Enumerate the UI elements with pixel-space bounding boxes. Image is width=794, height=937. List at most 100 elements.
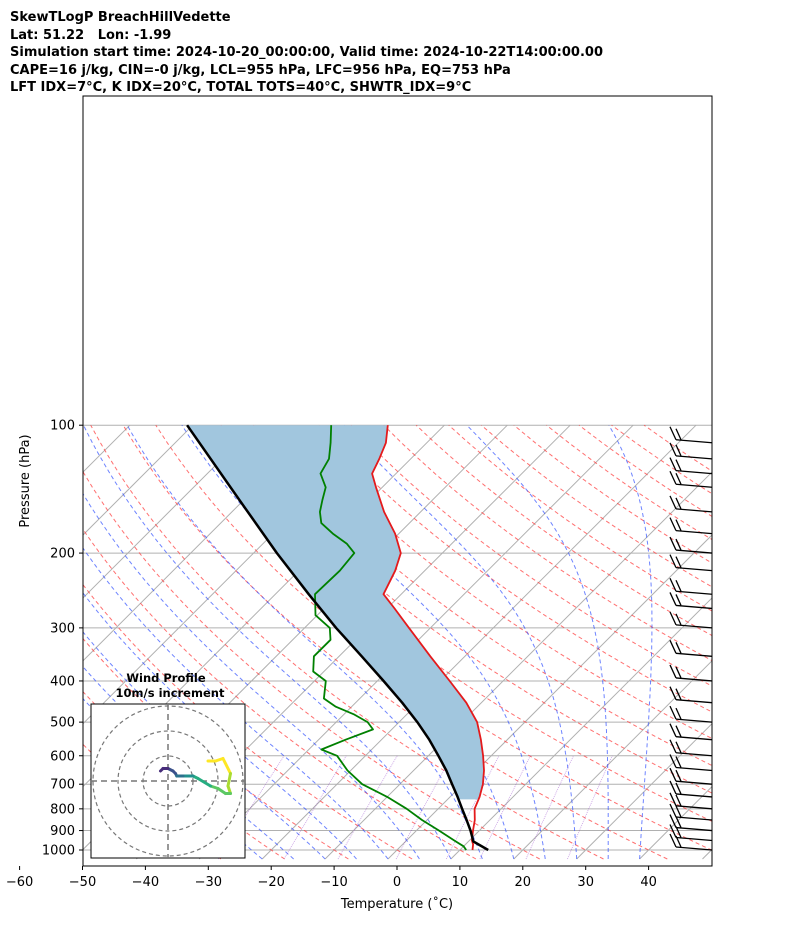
wind-barb [669, 833, 713, 851]
moist-adiabat [466, 424, 609, 860]
y-tick-label: 800 [50, 802, 75, 817]
y-tick-label: 300 [50, 621, 75, 636]
dry-adiabat [220, 424, 712, 794]
moist-adiabat [83, 492, 420, 860]
x-tick-label: −40 [132, 875, 159, 890]
moist-adiabat [83, 547, 389, 860]
mixing-ratio-line [479, 755, 531, 860]
title-station: SkewTLogP BreachHillVedette [10, 10, 231, 25]
title-times: Simulation start time: 2024-10-20_00:00:… [10, 45, 603, 61]
wind-barb [669, 739, 713, 757]
wind-barb [669, 577, 713, 595]
dry-adiabat [83, 470, 540, 860]
isotherm-line [261, 424, 697, 860]
dry-adiabat [578, 424, 712, 518]
dry-adiabat [383, 424, 712, 662]
y-tick-label: 400 [50, 674, 75, 689]
y-tick-label: 500 [50, 716, 75, 731]
temperature-line [371, 425, 485, 851]
wind-barb [669, 803, 713, 821]
title-indices: LFT IDX=7°C, K IDX=20°C, TOTAL TOTS=40°C… [10, 80, 472, 96]
dry-adiabat [448, 424, 712, 612]
wind-barb [669, 792, 713, 810]
wind-barb [669, 640, 713, 657]
isotherm-line [639, 785, 712, 860]
y-tick-label: 100 [50, 419, 75, 434]
isotherm-line [83, 424, 257, 599]
wind-barb [669, 426, 713, 444]
moist-adiabat [83, 592, 357, 860]
x-tick-label: 0 [393, 875, 401, 890]
wind-barb [669, 664, 713, 682]
x-tick-label: 10 [452, 875, 469, 890]
wind-barb [669, 517, 713, 535]
wind-barb [669, 686, 713, 704]
cape-area [187, 425, 484, 800]
x-tick-label: −60 [6, 875, 33, 890]
dry-adiabat [285, 424, 712, 740]
parcel-line [186, 424, 489, 852]
x-tick-label: −30 [195, 875, 222, 890]
dry-adiabat [155, 424, 712, 851]
y-axis-label: Pressure (hPa) [18, 434, 33, 527]
x-tick-label: 20 [515, 875, 532, 890]
mixing-ratio-line [525, 755, 574, 860]
hodograph-segment [196, 777, 212, 788]
wind-barb [669, 754, 713, 772]
x-axis-label: Temperature (˚C) [340, 896, 453, 912]
y-tick-label: 900 [50, 824, 75, 839]
isotherm-line [0, 425, 4, 859]
hodograph-subtitle: 10m/s increment [116, 686, 225, 700]
y-axis: 1000 900 800 700 600 500 400 300 200 100 [42, 419, 83, 859]
moist-adiabat [343, 424, 578, 860]
hodograph-title: Wind Profile [126, 671, 206, 685]
wind-barb [669, 554, 713, 572]
title-latlon: Lat: 51.22 Lon: -1.99 [10, 27, 172, 43]
wind-barb [669, 495, 713, 513]
dry-adiabat [253, 424, 712, 767]
wind-barb [669, 592, 713, 610]
x-tick-label: −20 [257, 875, 284, 890]
hodograph-segment [221, 757, 232, 775]
title-cape: CAPE=16 j/kg, CIN=-0 j/kg, LCL=955 hPa, … [10, 62, 511, 78]
wind-barb [669, 767, 713, 785]
profile-lines [186, 424, 489, 852]
isotherm-line [387, 534, 712, 860]
isotherm-line [513, 660, 712, 860]
wind-barb [669, 442, 713, 460]
wind-barb [669, 814, 713, 832]
x-tick-label: 30 [577, 875, 594, 890]
hodograph-ring [117, 730, 219, 832]
wind-barbs [669, 426, 713, 851]
wind-barb [669, 457, 713, 475]
isotherm-line [83, 424, 194, 536]
hodograph-segment [159, 767, 165, 773]
y-tick-label: 700 [50, 778, 75, 793]
x-tick-label: −50 [69, 875, 96, 890]
y-tick-label: 600 [50, 749, 75, 764]
isotherm-line [0, 425, 67, 859]
wind-barb [669, 471, 713, 488]
wind-barb [669, 723, 713, 741]
isotherm-line [324, 471, 712, 860]
dry-adiabat [643, 424, 712, 472]
hodograph-segment [226, 772, 232, 788]
dry-adiabat [611, 424, 712, 495]
moist-adiabat [126, 424, 483, 860]
wind-barb [669, 780, 713, 798]
dry-adiabat [481, 424, 712, 588]
x-axis: −60 −50 −40 −30 −20 −10 0 10 20 30 40 [6, 866, 657, 890]
mixing-ratio-line [567, 755, 613, 860]
isotherm-line [765, 425, 794, 859]
x-tick-label: 40 [640, 875, 657, 890]
dry-adiabat [415, 424, 712, 637]
y-tick-label: 1000 [42, 844, 75, 859]
isotherm-line [576, 722, 712, 860]
hodograph-inset: Wind Profile 10m/s increment [90, 671, 246, 859]
dry-adiabat [513, 424, 712, 564]
isotherm-line [702, 848, 712, 860]
y-tick-label: 200 [50, 547, 75, 562]
mixing-ratio-line [395, 755, 453, 860]
cape-fill [187, 425, 484, 800]
